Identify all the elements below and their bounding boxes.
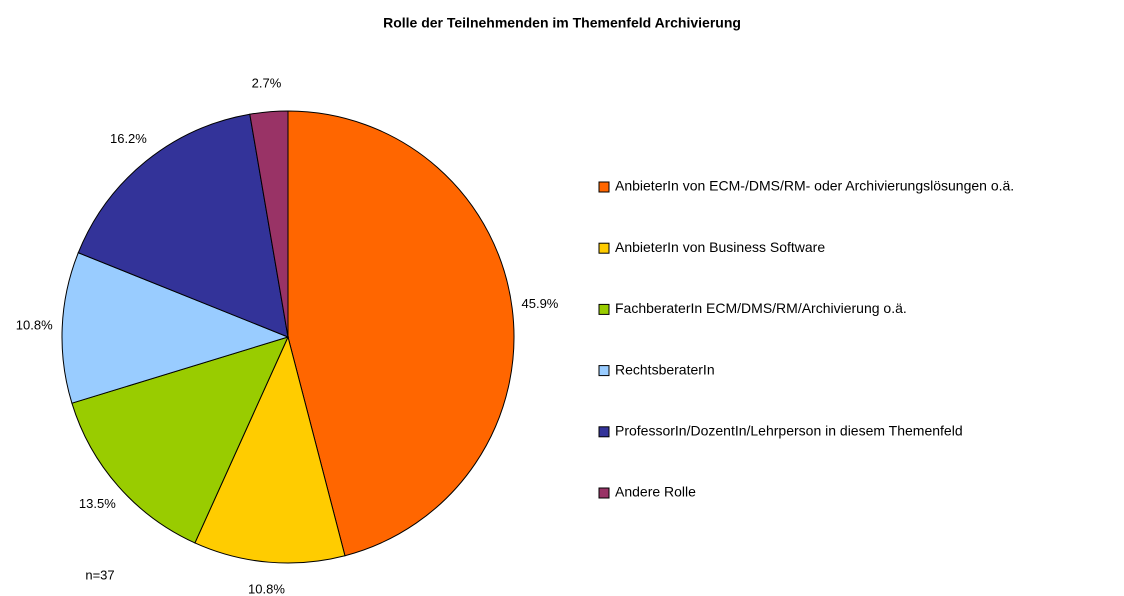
legend-label: FachberaterIn ECM/DMS/RM/Archivierung o.…: [615, 300, 907, 316]
pie-slice: [71, 336, 289, 544]
data-label: 10.8%: [248, 582, 285, 596]
data-label: 10.8%: [16, 318, 53, 333]
legend-swatch: [598, 242, 610, 254]
data-label: 45.9%: [522, 296, 559, 311]
data-label: 2.7%: [252, 75, 282, 90]
legend-label: Andere Rolle: [615, 484, 696, 500]
data-label: 13.5%: [79, 496, 116, 511]
legend-label: RechtsberaterIn: [615, 361, 715, 377]
pie-slice: [249, 110, 289, 338]
chart-title: Rolle der Teilnehmenden im Themenfeld Ar…: [383, 15, 741, 31]
annotation: n=37: [85, 567, 114, 582]
pie-slice: [61, 252, 290, 404]
legend-label: ProfessorIn/DozentIn/Lehrperson in diese…: [615, 423, 963, 439]
legend-swatch: [598, 181, 610, 193]
legend-swatch: [598, 303, 610, 315]
legend-label: AnbieterIn von Business Software: [615, 239, 825, 255]
legend-swatch: [598, 487, 610, 499]
pie-slice: [194, 335, 346, 564]
legend-swatch: [598, 365, 610, 377]
legend-label: AnbieterIn von ECM-/DMS/RM- oder Archivi…: [615, 178, 1014, 194]
legend-swatch: [598, 426, 610, 438]
data-label: 16.2%: [110, 131, 147, 146]
pie-slice: [77, 113, 289, 338]
pie-slice: [287, 110, 515, 557]
